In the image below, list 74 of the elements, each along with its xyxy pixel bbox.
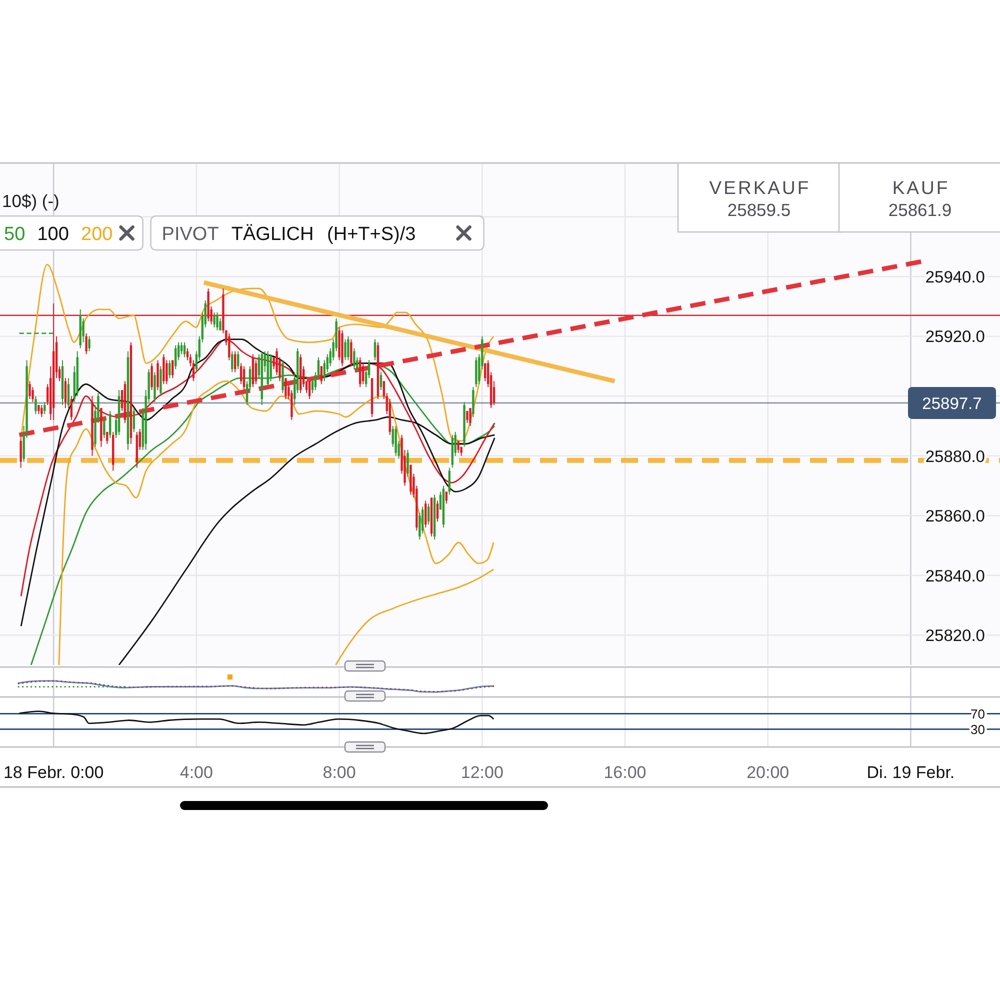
candlestick (34, 396, 37, 414)
candlestick (424, 500, 427, 528)
candlestick (436, 500, 439, 522)
x-tick-label: 18 Febr. 0:00 (3, 763, 104, 782)
candlestick (160, 366, 162, 397)
candlestick (67, 378, 70, 409)
x-tick-label: 20:00 (746, 763, 790, 782)
candlestick (359, 356, 362, 388)
annotation: KAUF (892, 177, 950, 198)
x-tick-label: 4:00 (180, 763, 213, 782)
candlestick (44, 402, 46, 414)
x-tick-label: Di. 19 Febr. (866, 763, 955, 782)
y-tick-label: 25840.0 (925, 567, 985, 586)
y-tick-label: 25820.0 (925, 627, 985, 646)
candlestick (166, 360, 168, 385)
line-series (18, 710, 494, 734)
annotation: 25861.9 (888, 200, 952, 220)
candlestick (320, 366, 323, 385)
text: 50 (4, 224, 26, 245)
candlestick (475, 356, 478, 388)
annotation: VERKAUF (709, 177, 811, 198)
candlestick (132, 408, 136, 432)
candlestick (347, 336, 350, 361)
candlestick (64, 378, 67, 409)
candlestick (445, 491, 448, 504)
candlestick (150, 362, 153, 391)
candlestick (40, 404, 43, 418)
x-tick-label: 12:00 (460, 763, 504, 782)
candlestick (254, 360, 258, 385)
ref-line-label: 25897.7 (922, 394, 982, 413)
candlestick (308, 380, 311, 400)
candlestick (237, 350, 240, 370)
candlestick (85, 332, 88, 355)
text: 100 (37, 224, 69, 245)
candlestick (20, 437, 22, 468)
y-tick-label: 25940.0 (925, 268, 985, 286)
candlestick (472, 386, 474, 418)
y-tick-label: 25920.0 (925, 328, 985, 346)
candlestick (484, 362, 486, 382)
candlestick (156, 360, 159, 391)
candlestick (168, 360, 171, 379)
candlestick (469, 408, 472, 426)
candlestick (466, 410, 468, 424)
y-tick-label: 25860.0 (925, 508, 985, 526)
text: 10$) (-) (2, 191, 60, 211)
annotation: PIVOT TÄGLICH (H+T+S)/3 (162, 224, 416, 245)
candlestick (231, 350, 234, 373)
candlestick (109, 410, 112, 438)
candlestick (154, 372, 156, 403)
candlestick (82, 318, 84, 343)
candlestick (213, 312, 216, 328)
candlestick (284, 378, 287, 400)
annotation: 25859.5 (727, 200, 791, 220)
candlestick (406, 449, 409, 478)
candlestick (344, 338, 346, 361)
x-tick-label: 16:00 (604, 763, 646, 782)
candlestick (88, 336, 90, 352)
candlestick (427, 503, 430, 526)
candlestick (242, 366, 246, 391)
candlestick (70, 396, 73, 420)
candlestick (162, 354, 165, 385)
x-tick-label: 8:00 (322, 763, 356, 782)
candlestick (362, 362, 364, 385)
candlestick (172, 360, 174, 379)
candlestick (380, 372, 382, 391)
candlestick (216, 312, 218, 331)
text: 200 (81, 224, 113, 245)
line-series (20, 264, 494, 442)
candlestick (234, 350, 236, 373)
candlestick (394, 425, 397, 456)
candlestick (103, 416, 106, 438)
candlestick (180, 342, 183, 355)
line-series (335, 568, 494, 665)
candlestick (28, 380, 31, 400)
